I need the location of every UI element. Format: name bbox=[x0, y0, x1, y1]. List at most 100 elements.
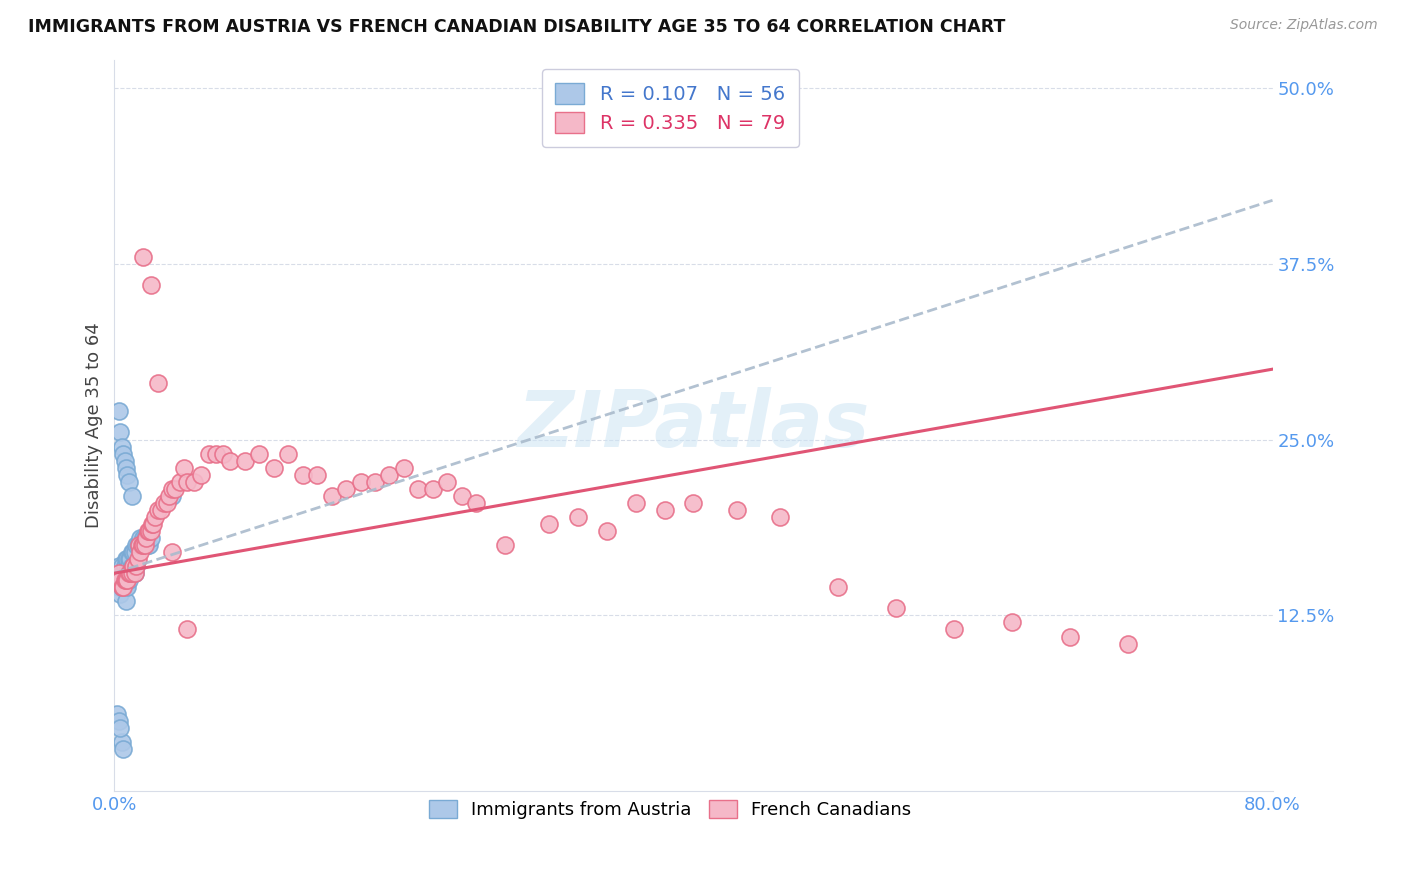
Point bbox=[107, 559, 129, 574]
Point bbox=[247, 447, 270, 461]
Point bbox=[111, 735, 134, 749]
Point bbox=[132, 531, 155, 545]
Point bbox=[378, 467, 401, 482]
Point bbox=[129, 531, 152, 545]
Point bbox=[117, 467, 139, 482]
Point bbox=[115, 552, 138, 566]
Point bbox=[769, 509, 792, 524]
Point bbox=[173, 460, 195, 475]
Point bbox=[125, 559, 148, 574]
Point bbox=[190, 467, 212, 482]
Point bbox=[134, 531, 156, 545]
Point bbox=[465, 496, 488, 510]
Point bbox=[120, 566, 142, 581]
Point bbox=[176, 623, 198, 637]
Point bbox=[125, 538, 148, 552]
Point bbox=[107, 580, 129, 594]
Text: IMMIGRANTS FROM AUSTRIA VS FRENCH CANADIAN DISABILITY AGE 35 TO 64 CORRELATION C: IMMIGRANTS FROM AUSTRIA VS FRENCH CANADI… bbox=[28, 18, 1005, 36]
Point bbox=[112, 447, 135, 461]
Point bbox=[107, 566, 129, 581]
Point bbox=[114, 573, 136, 587]
Point bbox=[127, 538, 149, 552]
Point bbox=[139, 531, 162, 545]
Point bbox=[494, 538, 516, 552]
Point bbox=[139, 524, 162, 538]
Point bbox=[135, 538, 157, 552]
Point bbox=[122, 545, 145, 559]
Point bbox=[277, 447, 299, 461]
Point bbox=[118, 475, 141, 489]
Point bbox=[595, 524, 617, 538]
Point bbox=[408, 482, 430, 496]
Point bbox=[117, 580, 139, 594]
Point bbox=[725, 503, 748, 517]
Point bbox=[567, 509, 589, 524]
Point bbox=[108, 587, 131, 601]
Point bbox=[212, 447, 235, 461]
Point bbox=[121, 489, 143, 503]
Point bbox=[108, 566, 131, 581]
Point bbox=[125, 559, 148, 574]
Point bbox=[112, 742, 135, 756]
Point bbox=[135, 531, 157, 545]
Point bbox=[204, 447, 226, 461]
Point bbox=[128, 538, 150, 552]
Point bbox=[1116, 636, 1139, 650]
Point bbox=[115, 566, 138, 581]
Point bbox=[349, 475, 371, 489]
Point bbox=[114, 453, 136, 467]
Point bbox=[118, 559, 141, 574]
Point bbox=[122, 559, 145, 574]
Point bbox=[307, 467, 329, 482]
Point bbox=[111, 559, 134, 574]
Point bbox=[450, 489, 472, 503]
Point bbox=[111, 580, 134, 594]
Point bbox=[219, 453, 242, 467]
Point bbox=[105, 706, 128, 721]
Point bbox=[422, 482, 444, 496]
Point bbox=[183, 475, 205, 489]
Point bbox=[884, 601, 907, 615]
Point bbox=[112, 580, 135, 594]
Point bbox=[117, 566, 139, 581]
Point bbox=[124, 545, 146, 559]
Point bbox=[143, 509, 166, 524]
Point bbox=[114, 573, 136, 587]
Point bbox=[132, 250, 155, 264]
Point bbox=[107, 714, 129, 728]
Point bbox=[115, 594, 138, 608]
Point bbox=[115, 460, 138, 475]
Point bbox=[114, 580, 136, 594]
Point bbox=[121, 566, 143, 581]
Point bbox=[263, 460, 285, 475]
Legend: Immigrants from Austria, French Canadians: Immigrants from Austria, French Canadian… bbox=[422, 792, 918, 826]
Point bbox=[118, 566, 141, 581]
Point bbox=[108, 425, 131, 440]
Point bbox=[115, 573, 138, 587]
Point bbox=[436, 475, 458, 489]
Point bbox=[111, 440, 134, 454]
Point bbox=[165, 482, 187, 496]
Point bbox=[112, 566, 135, 581]
Point bbox=[124, 566, 146, 581]
Point bbox=[146, 503, 169, 517]
Point bbox=[128, 538, 150, 552]
Point bbox=[136, 538, 159, 552]
Point bbox=[157, 489, 180, 503]
Point bbox=[111, 580, 134, 594]
Point bbox=[1001, 615, 1024, 630]
Point bbox=[162, 482, 184, 496]
Point bbox=[120, 552, 142, 566]
Point bbox=[335, 482, 357, 496]
Point bbox=[155, 496, 177, 510]
Point bbox=[121, 559, 143, 574]
Text: ZIPatlas: ZIPatlas bbox=[517, 387, 869, 464]
Point bbox=[291, 467, 314, 482]
Point bbox=[682, 496, 704, 510]
Y-axis label: Disability Age 35 to 64: Disability Age 35 to 64 bbox=[86, 323, 103, 528]
Point bbox=[122, 559, 145, 574]
Point bbox=[132, 538, 155, 552]
Point bbox=[624, 496, 647, 510]
Point bbox=[138, 524, 160, 538]
Point bbox=[124, 566, 146, 581]
